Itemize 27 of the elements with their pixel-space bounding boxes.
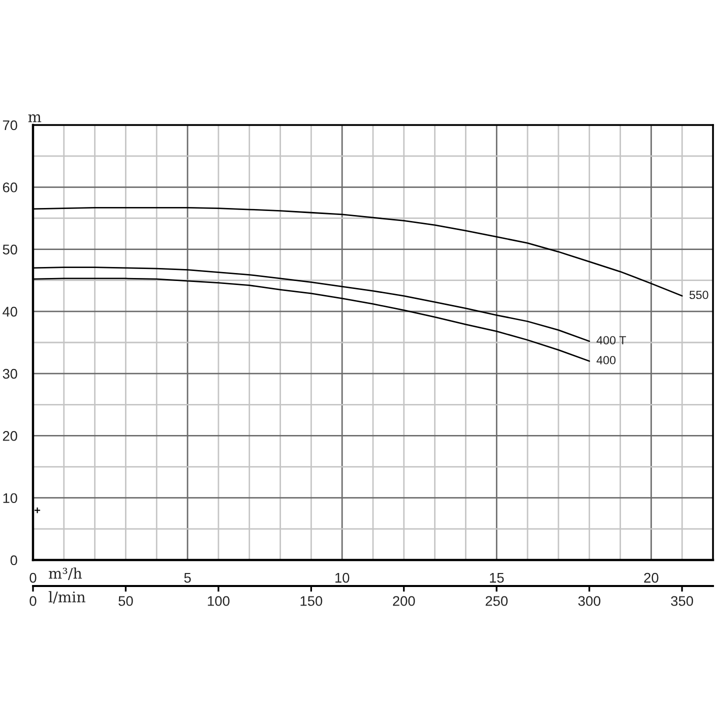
x2-tick-label: 50 (118, 596, 133, 606)
y-tick-label: 0 (10, 555, 18, 566)
series-label: 550 (690, 290, 708, 300)
y-axis-title: m (28, 114, 42, 122)
y-tick-label: 60 (2, 182, 18, 192)
x-axis-title: m³/h (48, 568, 82, 580)
y-tick-label: 30 (2, 368, 18, 379)
y-tick-label: 70 (2, 120, 18, 130)
y-tick-label: 40 (2, 306, 18, 317)
x2-tick-label: 150 (300, 596, 322, 606)
y-tick-label: 50 (2, 244, 18, 254)
series-label: 400 (596, 356, 616, 364)
y-tick-label: 20 (2, 431, 18, 441)
x-tick-label: 5 (184, 573, 191, 583)
x2-tick-label: 250 (486, 596, 508, 606)
x2-tick-label: 300 (578, 596, 600, 606)
x2-tick-label: 0 (30, 596, 36, 606)
x-tick-label: 20 (644, 572, 658, 583)
x-tick-label: 10 (335, 572, 350, 583)
x2-axis-title: l/min (48, 591, 86, 604)
y-tick-label: 10 (3, 493, 18, 504)
x-tick-label: 0 (30, 572, 36, 583)
x2-tick-label: 100 (208, 596, 230, 606)
series-label: 400 T (596, 336, 626, 344)
x2-tick-label: 200 (392, 596, 415, 606)
x2-tick-label: 350 (670, 596, 694, 606)
x-tick-label: 15 (490, 573, 504, 583)
